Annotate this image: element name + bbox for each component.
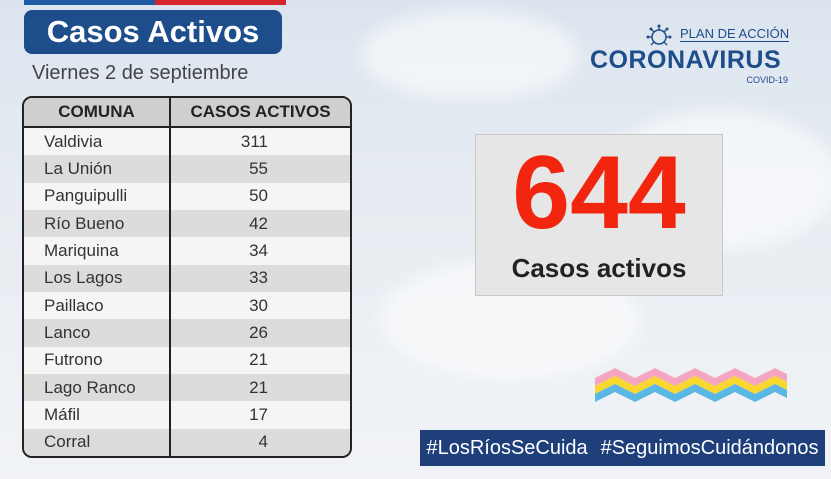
comuna-cell: Los Lagos (24, 264, 171, 292)
casos-cell: 42 (249, 213, 268, 233)
comuna-cell: Río Bueno (24, 209, 171, 238)
comuna-cell: Máfil (24, 401, 171, 429)
total-cases-box: 644 Casos activos (475, 134, 723, 296)
table-row: Paillaco 30 (24, 291, 350, 320)
comuna-cell: Lanco (24, 319, 171, 347)
casos-cell: 50 (249, 186, 268, 206)
column-header-comuna: COMUNA (24, 98, 171, 126)
los-rios-waves-logo (595, 368, 787, 402)
comuna-cell: La Unión (24, 155, 171, 183)
casos-cell: 26 (249, 322, 268, 342)
flag-stripe (24, 0, 286, 5)
table-row: Máfil 17 (24, 401, 350, 429)
report-date: Viernes 2 de septiembre (32, 62, 249, 84)
hashtag-seguimos: #SeguimosCuidándonos (600, 436, 819, 459)
comuna-cell: Lago Ranco (24, 373, 171, 402)
page-title-text: Casos Activos (46, 14, 260, 49)
total-cases-label: Casos activos (511, 253, 687, 283)
table-header: COMUNA CASOS ACTIVOS (24, 98, 350, 128)
comuna-cell: Valdivia (24, 128, 171, 156)
casos-cell: 17 (249, 404, 268, 424)
comuna-cell: Corral (24, 428, 171, 456)
casos-cell: 34 (249, 240, 268, 260)
casos-cell: 21 (249, 350, 268, 370)
table-row: Lanco 26 (24, 319, 350, 347)
casos-cell: 55 (249, 158, 268, 178)
casos-cell: 30 (249, 295, 268, 315)
casos-cell: 21 (249, 377, 268, 397)
logo-sub-text: COVID-19 (746, 75, 788, 85)
page-title: Casos Activos (24, 10, 282, 54)
hashtag-los-rios: #LosRíosSeCuida (426, 436, 588, 459)
comuna-cell: Futrono (24, 346, 171, 374)
logo-plan-text: PLAN DE ACCIÓN (680, 26, 790, 42)
table-row: Valdivia 311 (24, 128, 350, 156)
plan-coronavirus-logo: PLAN DE ACCIÓN CORONAVIRUS COVID-19 (590, 24, 790, 88)
total-cases-number: 644 (512, 135, 686, 251)
table-row: La Unión 55 (24, 155, 350, 183)
table-row: Futrono 21 (24, 346, 350, 374)
column-header-casos: CASOS ACTIVOS (190, 102, 331, 121)
comuna-cell: Paillaco (24, 291, 171, 320)
logo-main-text: CORONAVIRUS (590, 46, 782, 74)
table-row: Río Bueno 42 (24, 209, 350, 238)
table-row: Los Lagos 33 (24, 264, 350, 292)
table-row: Lago Ranco 21 (24, 373, 350, 402)
table-body: Valdivia 311 La Unión 55 Panguipulli 50 Río… (24, 128, 350, 456)
casos-cell: 33 (249, 268, 268, 288)
cases-table: COMUNA CASOS ACTIVOS Valdivia 311 La Unió… (22, 96, 352, 458)
table-row: Panguipulli 50 (24, 182, 350, 210)
hashtag-bar: #LosRíosSeCuida #SeguimosCuidándonos (420, 430, 825, 466)
virus-icon (646, 24, 672, 46)
casos-cell: 4 (258, 432, 268, 452)
casos-cell: 311 (240, 131, 268, 151)
comuna-cell: Panguipulli (24, 182, 171, 210)
comuna-cell: Mariquina (24, 237, 171, 265)
table-row: Corral 4 (24, 428, 350, 456)
table-row: Mariquina 34 (24, 237, 350, 265)
background-cloud (360, 10, 580, 100)
